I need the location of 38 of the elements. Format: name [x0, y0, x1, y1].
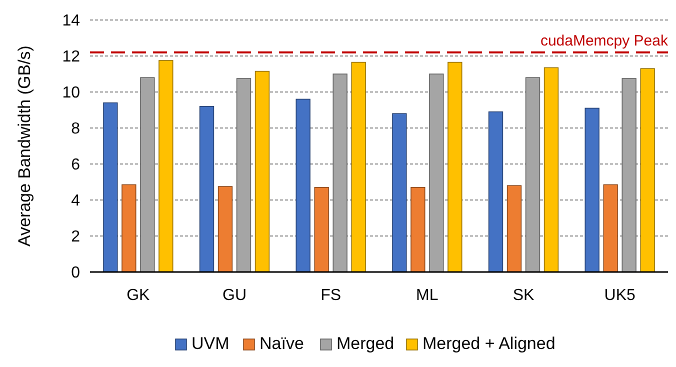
legend-label: Merged [336, 334, 394, 353]
bar [488, 111, 504, 272]
y-tick-label: 8 [71, 120, 80, 138]
x-tick-label: SK [512, 287, 534, 304]
legend-label: UVM [192, 334, 230, 353]
bar [544, 67, 559, 272]
x-tick-label: UK5 [604, 287, 636, 304]
bar [314, 187, 329, 272]
y-tick-label: 6 [71, 156, 80, 174]
y-tick-label: 12 [62, 48, 80, 66]
bar [351, 62, 366, 272]
bar [296, 98, 310, 272]
bar [506, 185, 522, 272]
bar [448, 62, 462, 272]
x-tick-label: FS [320, 287, 342, 304]
ref-line-label: cudaMemcpy Peak [540, 32, 668, 50]
bar [584, 108, 600, 272]
x-tick-label: GU [222, 287, 246, 304]
bar [158, 60, 174, 272]
y-axis-title: Average Bandwidth (GB/s) [15, 46, 34, 246]
legend-label: Naïve [260, 334, 304, 353]
legend-label: Merged + Aligned [422, 334, 556, 353]
bar [603, 184, 618, 272]
y-tick-label: 0 [71, 264, 80, 282]
bar [640, 68, 655, 272]
bar [410, 187, 426, 272]
bar [254, 70, 270, 272]
bar [218, 186, 233, 272]
x-tick-label: ML [416, 287, 438, 304]
bar [122, 184, 136, 272]
x-tick-label: GK [126, 287, 150, 304]
bar [103, 102, 118, 272]
y-tick-label: 10 [62, 84, 80, 102]
bar [392, 113, 407, 272]
y-tick-label: 14 [62, 12, 80, 30]
bar [199, 106, 214, 272]
y-tick-label: 2 [71, 228, 80, 246]
y-tick-label: 4 [71, 192, 80, 210]
